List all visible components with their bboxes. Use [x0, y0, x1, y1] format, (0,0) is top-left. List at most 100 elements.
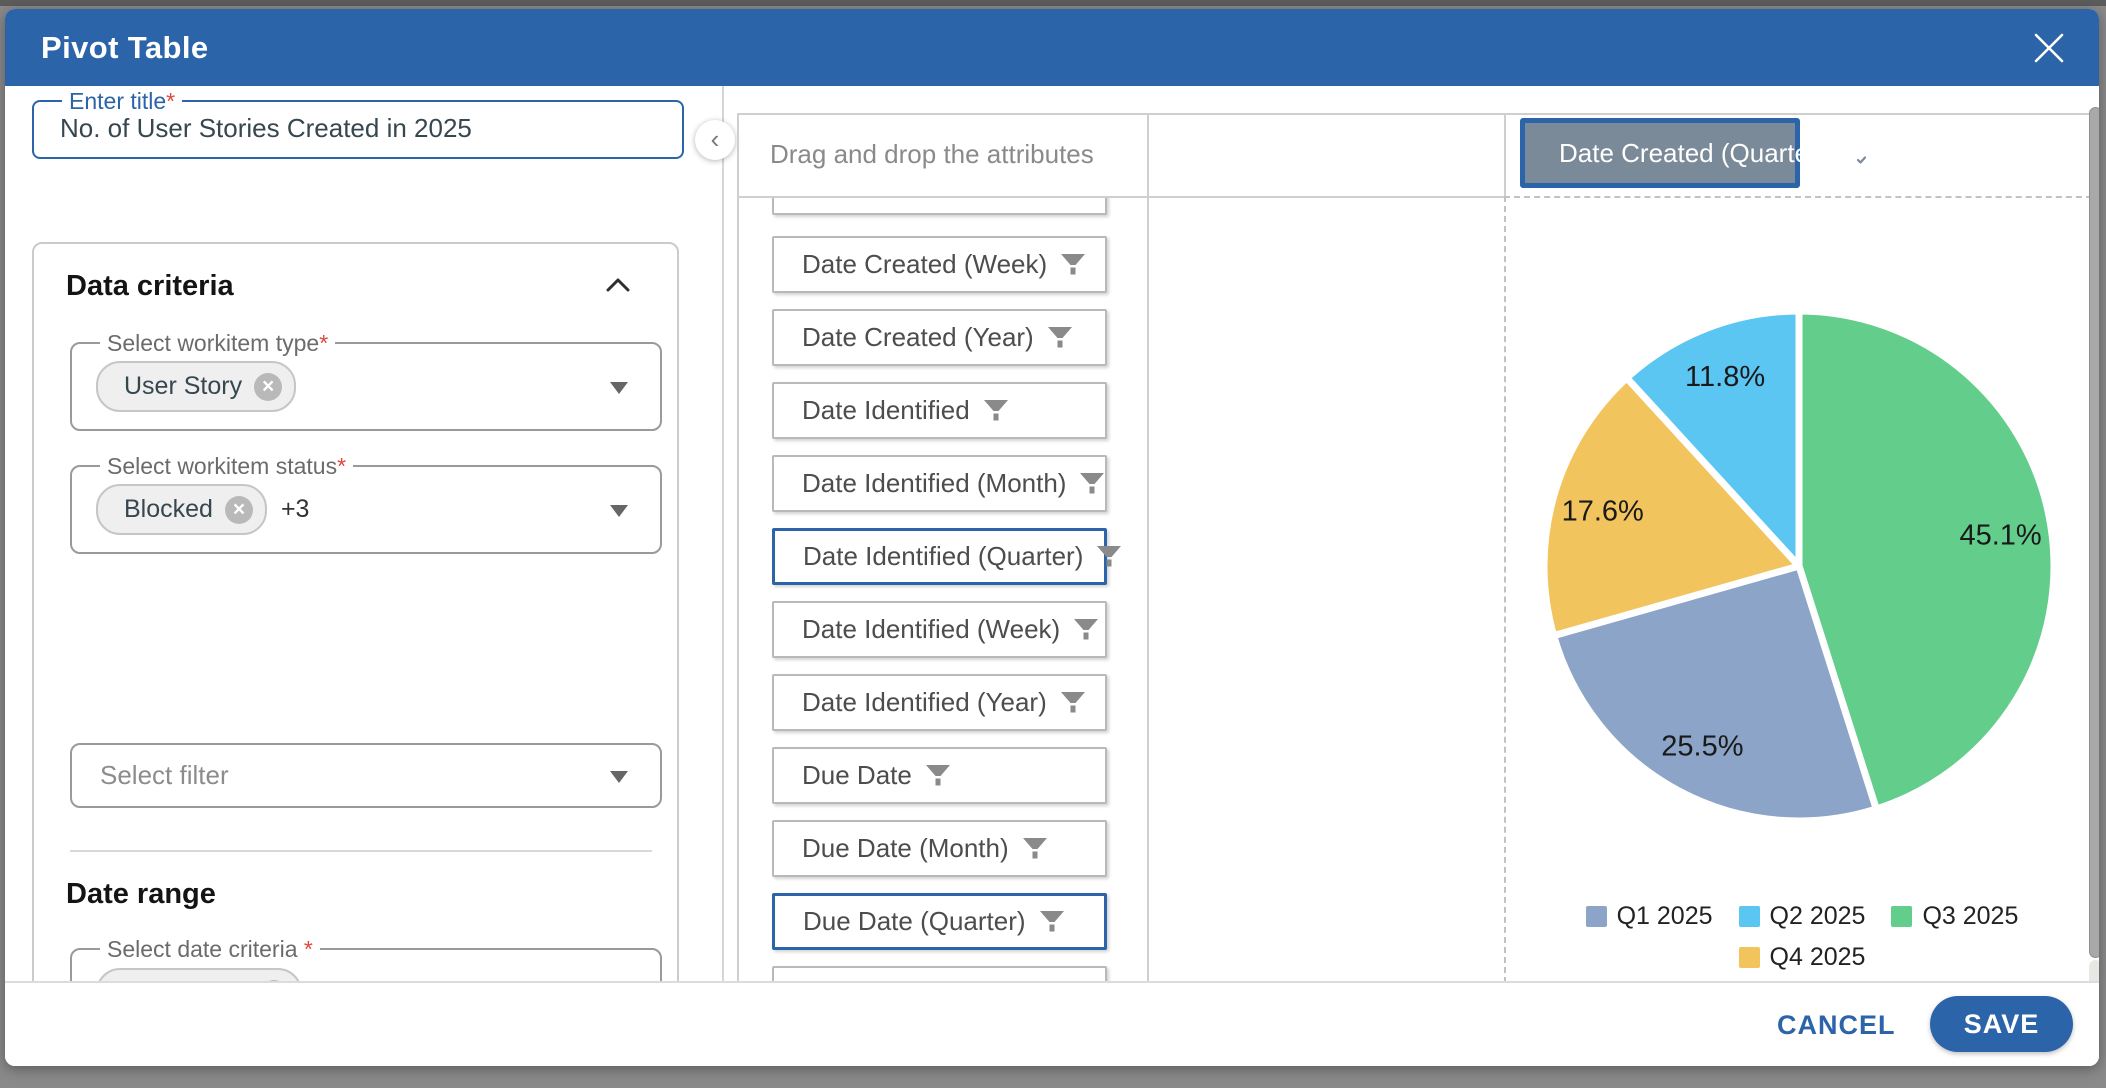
attribute-chip[interactable]: Date Identified [772, 382, 1107, 439]
filter-applied-icon[interactable] [1838, 138, 1870, 168]
panel-divider [722, 86, 724, 983]
attribute-chip-label: Date Created (Year) [802, 322, 1034, 352]
save-button[interactable]: SAVE [1930, 996, 2073, 1052]
workitem-status-chip[interactable]: Blocked × [96, 484, 267, 535]
collapse-section-icon[interactable] [605, 274, 631, 296]
legend-swatch [1738, 947, 1760, 968]
filter-funnel-icon[interactable] [925, 764, 951, 788]
filter-funnel-icon[interactable] [1060, 253, 1086, 277]
workitem-type-label: Select workitem type* [100, 330, 336, 357]
attribute-chip[interactable]: Due Date (Month) [772, 820, 1107, 877]
window-edge [0, 0, 2106, 6]
attribute-chip[interactable]: Date Created (Year) [772, 309, 1107, 366]
attribute-chip-partial[interactable] [772, 198, 1107, 215]
attribute-chip[interactable]: Due Date [772, 747, 1107, 804]
collapse-panel-button[interactable]: ‹ [695, 120, 735, 160]
filter-funnel-icon[interactable] [1073, 618, 1099, 642]
scrollbar-thumb[interactable] [2089, 107, 2099, 958]
workitem-type-select[interactable]: Select workitem type* User Story × [70, 330, 662, 431]
dropdown-caret-icon[interactable] [610, 504, 628, 517]
attribute-chip[interactable]: Due Date (Quarter) [772, 893, 1107, 950]
attribute-chip-partial[interactable] [772, 966, 1107, 983]
cancel-button[interactable]: CANCEL [1777, 1010, 1896, 1040]
dropzone-dashed-border [1504, 196, 1506, 983]
attribute-chip-label: Date Identified (Month) [802, 468, 1067, 498]
legend-item[interactable]: Q2 2025 [1738, 902, 1866, 931]
date-criteria-select[interactable]: Select date criteria * Created on× [70, 936, 662, 983]
dropdown-caret-icon[interactable] [610, 381, 628, 394]
pie-slice-value-label: 17.6% [1562, 495, 1644, 527]
attributes-panel-header: Drag and drop the attributes [770, 139, 1094, 169]
attribute-chip-label: Due Date [802, 760, 912, 790]
title-field[interactable]: Enter title* No. of User Stories Created… [32, 88, 684, 159]
scrollbar-track-end [2089, 960, 2099, 983]
pie-slice-value-label: 25.5% [1661, 731, 1743, 763]
filter-funnel-icon[interactable] [1022, 837, 1048, 861]
filter-funnel-icon[interactable] [1060, 691, 1086, 715]
dialog-header: Pivot Table [5, 9, 2099, 86]
pivot-column-chip[interactable]: Date Created (Quarter) [1520, 118, 1869, 188]
legend-label: Q3 2025 [1922, 902, 2019, 930]
dropzone-dashed-border [1504, 196, 2099, 198]
filter-placeholder: Select filter [100, 760, 229, 790]
pie-slice-q2-2025 [1623, 307, 1803, 570]
legend-swatch [1891, 906, 1913, 927]
pie-slice-value-label: 11.8% [1685, 361, 1765, 393]
filter-funnel-icon[interactable] [1096, 545, 1122, 569]
legend-item[interactable]: Q4 2025 [1738, 943, 1866, 972]
legend-swatch [1585, 906, 1607, 927]
legend-label: Q2 2025 [1769, 902, 1866, 930]
legend-item[interactable]: Q1 2025 [1585, 902, 1713, 931]
remove-chip-icon[interactable]: × [254, 372, 283, 401]
pie-slice-q3-2025 [1795, 307, 2058, 813]
legend-swatch [1738, 906, 1760, 927]
filter-funnel-icon[interactable] [1079, 472, 1105, 496]
attribute-chip[interactable]: Date Identified (Quarter) [772, 528, 1122, 585]
workitem-status-label: Select workitem status* [100, 453, 354, 480]
title-field-label: Enter title* [62, 88, 183, 115]
region-border [737, 113, 2099, 115]
attribute-chip-label: Due Date (Quarter) [803, 906, 1026, 936]
chart-legend: Q1 2025 Q2 2025 Q3 2025 Q4 2025 [1519, 902, 2085, 972]
dialog-footer: CANCEL SAVE [5, 981, 2099, 1066]
pie-slice-value-label: 45.1% [1959, 520, 2041, 552]
attribute-chip-label: Date Identified [802, 395, 970, 425]
filter-funnel-icon[interactable] [1039, 910, 1065, 934]
title-input[interactable]: No. of User Stories Created in 2025 [60, 113, 472, 143]
column-divider [1147, 113, 1149, 983]
pie-chart: 45.1% 25.5% 17.6% 11.8% [1519, 286, 2079, 846]
legend-label: Q1 2025 [1616, 902, 1713, 930]
more-statuses-badge: +3 [280, 495, 310, 523]
attribute-chip[interactable]: Date Identified (Month) [772, 455, 1107, 512]
pie-slice-q4-2025 [1540, 374, 1803, 640]
attribute-chip[interactable]: Date Created (Week) [772, 236, 1107, 293]
attribute-chip[interactable]: Date Identified (Year) [772, 674, 1107, 731]
dialog-title: Pivot Table [41, 30, 209, 65]
workitem-type-chip[interactable]: User Story × [96, 361, 297, 412]
section-divider [70, 850, 652, 852]
pivot-column-chip-label: Date Created (Quarter) [1559, 137, 1827, 168]
filter-select[interactable]: Select filter [70, 743, 662, 808]
column-divider [1504, 113, 1506, 196]
dropdown-caret-icon[interactable] [610, 770, 628, 783]
date-range-heading: Date range [66, 878, 216, 910]
attribute-chip-label: Due Date (Month) [802, 833, 1009, 863]
pivot-table-dialog: Pivot Table Enter title* No. of User Sto… [5, 9, 2099, 1066]
legend-label: Q4 2025 [1769, 943, 1866, 971]
pie-slice-q1-2025 [1550, 562, 1880, 825]
workitem-status-select[interactable]: Select workitem status* Blocked × +3 [70, 453, 662, 554]
dialog-body: Enter title* No. of User Stories Created… [5, 86, 2099, 983]
filter-funnel-icon[interactable] [1047, 326, 1073, 350]
legend-item[interactable]: Q3 2025 [1891, 902, 2018, 931]
attribute-chip-label: Date Identified (Year) [802, 687, 1047, 717]
filter-funnel-icon[interactable] [983, 399, 1009, 423]
attribute-chip[interactable]: Date Identified (Week) [772, 601, 1107, 658]
data-criteria-heading: Data criteria [66, 270, 234, 302]
header-row-divider [737, 196, 1504, 198]
attributes-list: Date Created (Week) Date Created (Year) Da… [739, 198, 1145, 983]
data-criteria-card: Data criteria Select workitem type* User… [32, 242, 679, 983]
remove-chip-icon[interactable]: × [224, 495, 253, 524]
close-icon[interactable] [2033, 32, 2065, 64]
region-border [737, 113, 739, 983]
attribute-chip-label: Date Created (Week) [802, 249, 1048, 279]
